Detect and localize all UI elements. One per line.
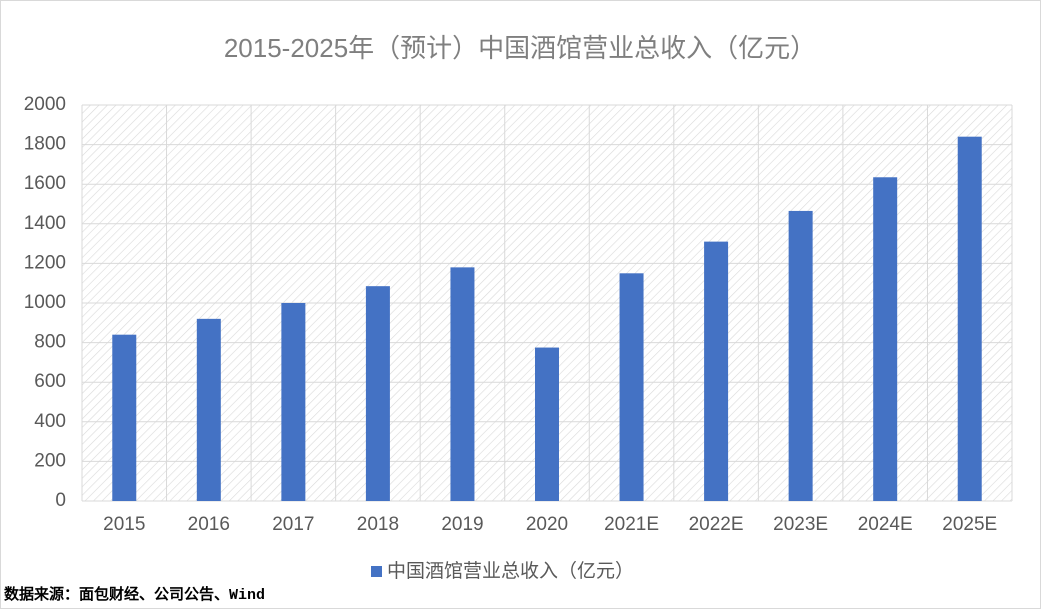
x-tick-label: 2024E (858, 514, 913, 535)
bar (619, 273, 644, 501)
x-tick-label: 2020 (526, 514, 568, 535)
bar (873, 177, 898, 501)
bar (112, 334, 137, 501)
bar (281, 303, 306, 501)
y-tick-label: 0 (55, 490, 66, 511)
x-tick-label: 2025E (942, 514, 997, 535)
y-tick-label: 400 (34, 411, 66, 432)
legend-marker (371, 566, 382, 577)
x-tick-label: 2018 (357, 514, 399, 535)
x-tick-label: 2016 (188, 514, 230, 535)
bar (788, 210, 813, 501)
y-tick-label: 1800 (24, 134, 66, 155)
x-tick-label: 2022E (689, 514, 744, 535)
chart-title: 2015-2025年（预计）中国酒馆营业总收入（亿元） (224, 33, 816, 63)
x-tick-label: 2021E (604, 514, 659, 535)
y-tick-label: 1000 (24, 292, 66, 313)
x-tick-label: 2017 (272, 514, 314, 535)
legend-label: 中国酒馆营业总收入（亿元） (387, 560, 634, 582)
y-tick-label: 800 (34, 332, 66, 353)
x-tick-label: 2015 (103, 514, 145, 535)
y-tick-label: 1400 (24, 213, 66, 234)
bar (957, 136, 982, 501)
bar (196, 318, 221, 501)
y-tick-label: 1600 (24, 173, 66, 194)
y-tick-label: 600 (34, 371, 66, 392)
y-tick-label: 1200 (24, 252, 66, 273)
bar (450, 267, 475, 501)
source-note: 数据来源：面包财经、公司公告、Wind (4, 585, 265, 604)
y-tick-label: 2000 (24, 94, 66, 115)
bar (365, 286, 390, 501)
x-tick-label: 2023E (773, 514, 828, 535)
bar (704, 241, 729, 501)
x-tick-label: 2019 (441, 514, 483, 535)
y-tick-label: 200 (34, 450, 66, 471)
bar (535, 347, 559, 501)
